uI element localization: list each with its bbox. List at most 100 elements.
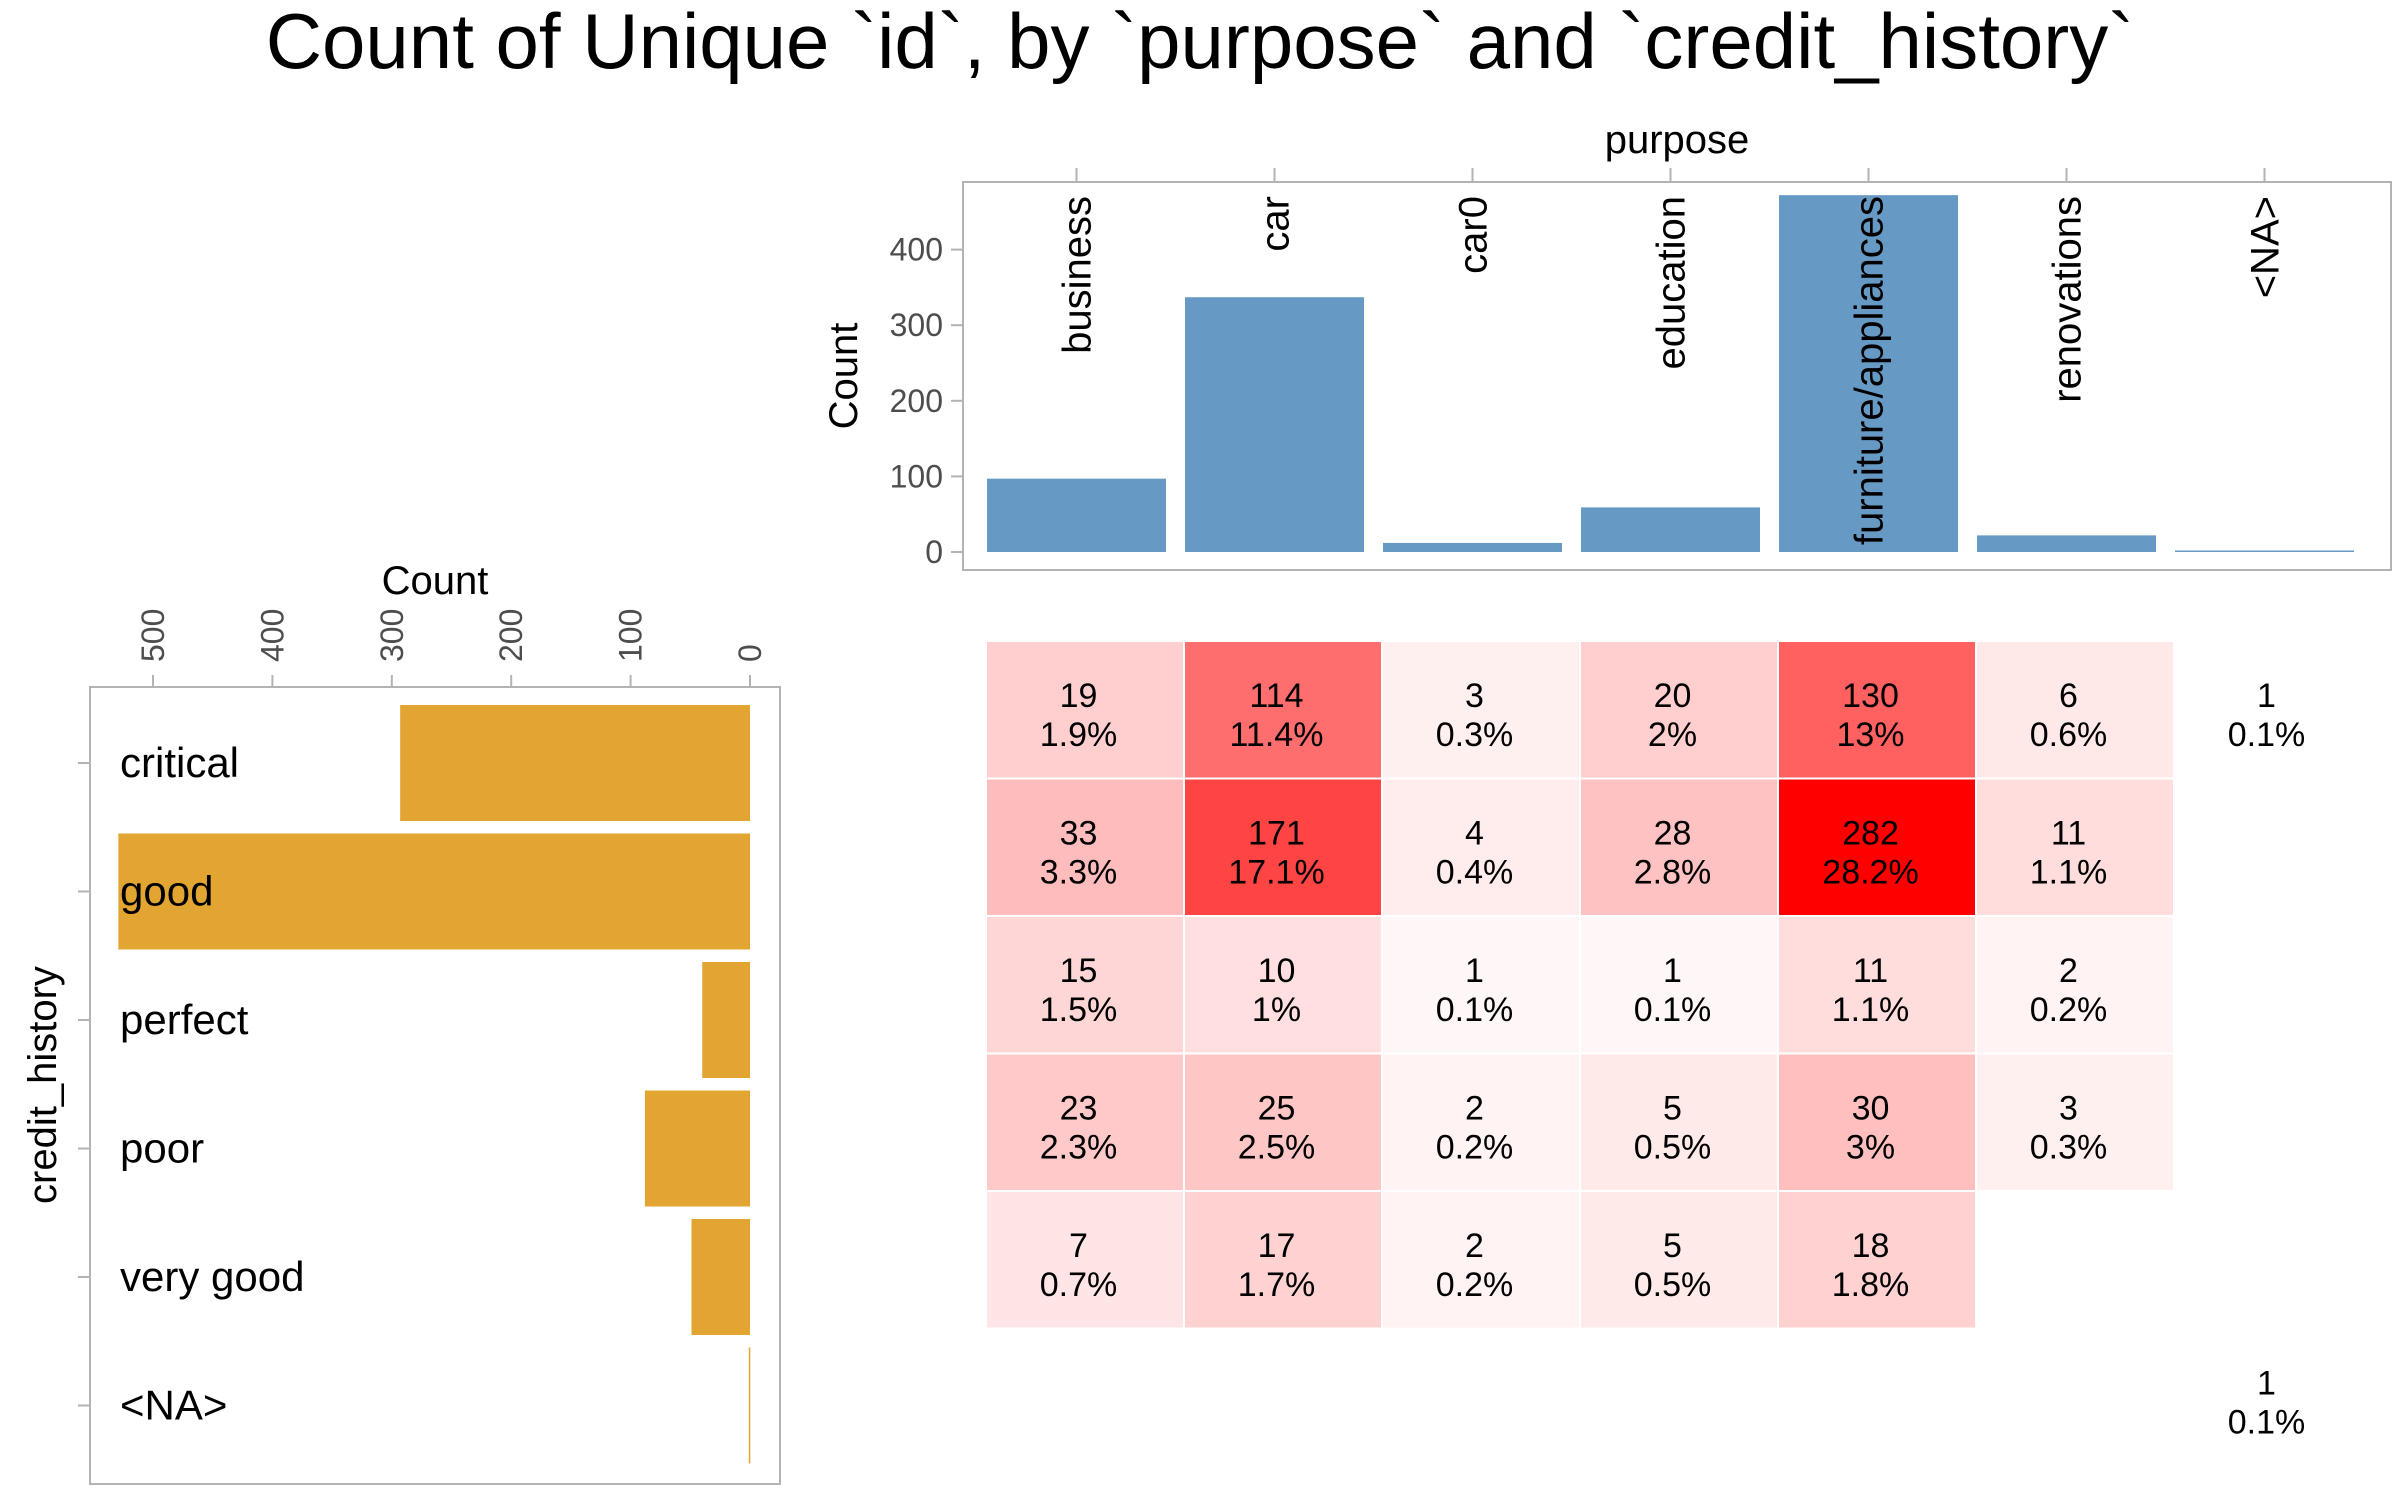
top-x-tick-label: renovations <box>2046 196 2090 403</box>
heatmap-cell <box>1977 779 2173 915</box>
top-bar-furniture-appliances <box>1779 195 1958 552</box>
top-bar-business <box>987 478 1166 552</box>
heatmap-cell-percent: 11.4% <box>1230 716 1324 754</box>
heatmap-cell-percent: 13% <box>1836 716 1904 754</box>
top-bar-car <box>1185 297 1364 552</box>
heatmap-cell <box>1779 1054 1975 1190</box>
top-x-axis-label: purpose <box>1605 118 1750 162</box>
left-y-axis-label: credit_history <box>21 966 65 1204</box>
top-y-tick-label: 400 <box>890 232 943 268</box>
left-bar-good <box>118 833 750 950</box>
heatmap-cell <box>987 642 1183 778</box>
heatmap-cell <box>1581 1054 1777 1190</box>
heatmap-cell-count: 2 <box>2059 952 2078 990</box>
left-y-tick-label: poor <box>120 1125 204 1172</box>
heatmap-cell-percent: 0.3% <box>2030 1128 2108 1166</box>
heatmap-cell-percent: 0.5% <box>1634 1128 1712 1166</box>
heatmap-cell-percent: 1.1% <box>1832 991 1910 1029</box>
heatmap-cell-count: 11 <box>2051 814 2086 852</box>
heatmap-cell <box>1779 1192 1975 1328</box>
left-bar-very-good <box>691 1219 750 1335</box>
top-plot-frame <box>962 181 2392 571</box>
purpose-bar-chart: purpose Count 0 100 200 300 400 business car ca… <box>822 118 2392 571</box>
heatmap-cell-count: 114 <box>1249 677 1303 715</box>
heatmap-cell-count: 2 <box>1465 1227 1484 1265</box>
top-y-axis-label: Count <box>822 323 866 430</box>
left-bar-critical <box>400 705 750 821</box>
top-x-tick-label: business <box>1056 196 1100 354</box>
top-bar-na <box>2175 550 2354 552</box>
heatmap-cell <box>1581 779 1777 915</box>
heatmap-cell-percent: 1.7% <box>1238 1266 1316 1304</box>
heatmap-cell-percent: 3% <box>1846 1128 1895 1166</box>
heatmap-cell-count: 5 <box>1663 1227 1682 1265</box>
top-x-tick-label: car0 <box>1452 196 1496 274</box>
heatmap-cell <box>1977 642 2173 778</box>
heatmap-cell <box>1779 779 1975 915</box>
heatmap-cell <box>1185 1192 1381 1328</box>
heatmap-cell-percent: 1.8% <box>1832 1266 1910 1304</box>
heatmap-cell <box>1581 642 1777 778</box>
top-x-tick-label: education <box>1650 196 1694 369</box>
heatmap-cell-count: 1 <box>1465 952 1484 990</box>
left-x-tick-label: 300 <box>374 609 410 662</box>
heatmap-cell-count: 282 <box>1842 814 1899 852</box>
top-x-tick-label: <NA> <box>2244 196 2288 298</box>
left-x-tick-label: 200 <box>493 609 529 662</box>
heatmap-cell-percent: 2.3% <box>1040 1128 1118 1166</box>
heatmap-cell <box>1185 779 1381 915</box>
left-x-tick-label: 400 <box>254 609 290 662</box>
heatmap-cell <box>1383 642 1579 778</box>
left-plot-frame <box>89 686 781 1485</box>
chart-title: Count of Unique `id`, by `purpose` and `… <box>266 0 2135 85</box>
top-bar-renovations <box>1977 535 2156 552</box>
heatmap-cell <box>1977 1054 2173 1190</box>
heatmap-cell-percent: 0.1% <box>1436 991 1514 1029</box>
heatmap-cell-percent: 0.1% <box>2228 716 2306 754</box>
heatmap-cell-count: 1 <box>2257 677 2276 715</box>
heatmap-cell-percent: 28.2% <box>1822 853 1918 891</box>
heatmap-cell-count: 130 <box>1842 677 1899 715</box>
left-y-tick-label: perfect <box>120 996 249 1043</box>
left-x-tick-label: 0 <box>732 644 768 662</box>
left-x-axis-label: Count <box>382 559 489 603</box>
heatmap-cell <box>1779 917 1975 1053</box>
heatmap-cell <box>1581 917 1777 1053</box>
heatmap-cell <box>1383 779 1579 915</box>
left-y-tick-label: good <box>120 868 213 915</box>
heatmap-cell-percent: 0.4% <box>1436 853 1514 891</box>
heatmap-cell-count: 171 <box>1248 814 1305 852</box>
heatmap-cell-percent: 1% <box>1252 991 1301 1029</box>
heatmap-cell <box>1383 1192 1579 1328</box>
left-x-tick-label: 500 <box>135 609 171 662</box>
heatmap-cell <box>1383 917 1579 1053</box>
heatmap-cell-count: 3 <box>1465 677 1484 715</box>
heatmap-cell-percent: 2.8% <box>1634 853 1712 891</box>
heatmap-cell-percent: 0.1% <box>2228 1403 2306 1441</box>
heatmap-cell <box>1185 1054 1381 1190</box>
top-x-tick-label: furniture/appliances <box>1848 196 1892 545</box>
heatmap-cell-count: 19 <box>1060 677 1098 715</box>
heatmap-cell-count: 7 <box>1069 1227 1088 1265</box>
heatmap-cell-count: 2 <box>1465 1089 1484 1127</box>
heatmap-cell <box>987 917 1183 1053</box>
heatmap-cell <box>987 1054 1183 1190</box>
top-bar-car0 <box>1383 542 1562 552</box>
left-x-tick-label: 100 <box>613 609 649 662</box>
left-bar-perfect <box>702 962 750 1078</box>
heatmap-cell-count: 10 <box>1258 952 1296 990</box>
heatmap-cell-percent: 0.3% <box>1436 716 1514 754</box>
heatmap-cell-count: 17 <box>1258 1227 1296 1265</box>
left-y-tick-label: <NA> <box>120 1382 227 1429</box>
credit-history-bar-chart: Count credit_history 0 100 200 300 400 500 cri… <box>21 559 781 1485</box>
heatmap-cell <box>1383 1054 1579 1190</box>
heatmap-cell <box>1581 1192 1777 1328</box>
heatmap-cell <box>1185 642 1381 778</box>
heatmap-cell-percent: 0.2% <box>2030 991 2108 1029</box>
purpose-credit-heatmap: 191.9%11411.4%30.3%202%13013%60.6%10.1%3… <box>987 642 2305 1441</box>
left-bar-na <box>748 1347 751 1464</box>
top-y-tick-label: 300 <box>890 307 943 343</box>
heatmap-cell-percent: 1.1% <box>2030 853 2108 891</box>
heatmap-cell-count: 4 <box>1465 814 1484 852</box>
